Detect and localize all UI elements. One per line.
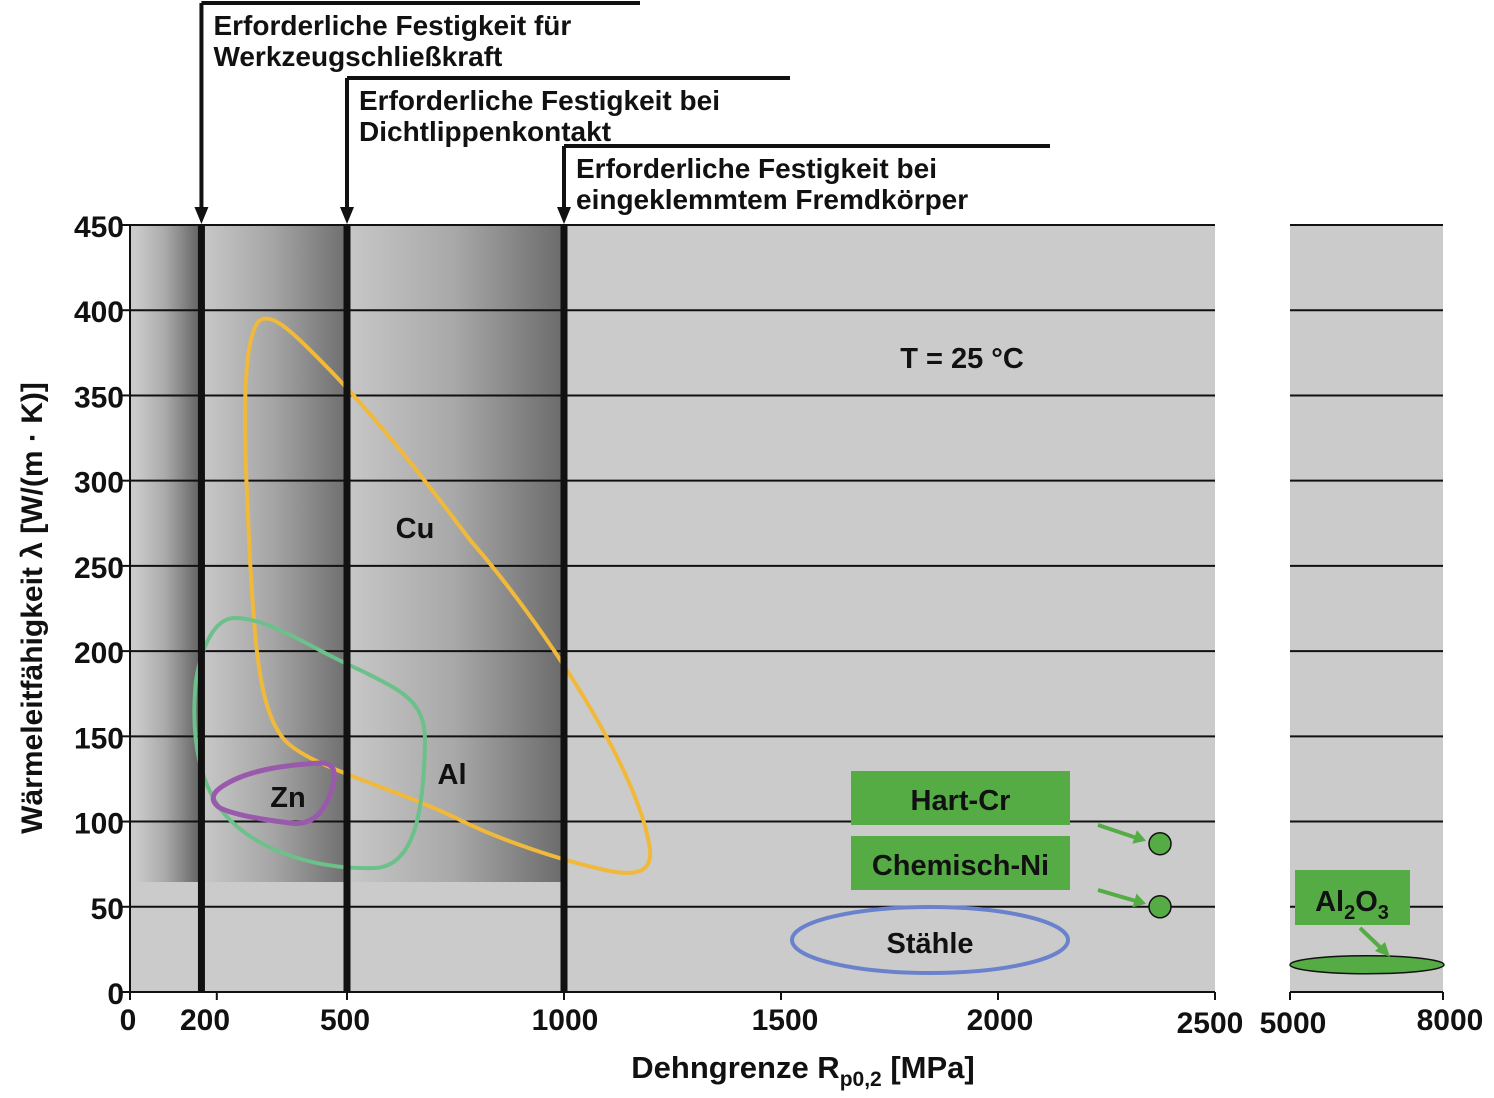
coating-arrow <box>1358 926 1385 952</box>
coating-label-box <box>1295 870 1410 925</box>
material-region-cu <box>243 316 653 875</box>
required-strength-label: Dichtlippenkontakt <box>359 116 611 147</box>
coating-label-box <box>851 771 1070 825</box>
markers <box>851 771 1445 975</box>
al2o3-part: O <box>1355 886 1378 918</box>
required-strength-label: Werkzeugschließkraft <box>213 41 502 72</box>
material-region-zn <box>210 760 337 826</box>
y-axis-title: Wärmeleitfähigkeit λ [W/(m · K)] <box>16 382 49 834</box>
strength-band-1 <box>136 225 202 882</box>
arrow-head <box>1132 830 1146 844</box>
arrow-head <box>340 207 354 224</box>
coating-label: Chemisch-Ni <box>872 850 1049 882</box>
y-tick-label: 150 <box>74 722 124 755</box>
coating-point <box>1148 831 1172 856</box>
x-tick-label: 1000 <box>532 1004 599 1037</box>
coating-point <box>1148 895 1172 919</box>
al2o3-sub: 2 <box>1344 902 1355 924</box>
arrow-head <box>1132 893 1146 908</box>
x-tick-label: 500 <box>320 1004 370 1037</box>
plot-area-right <box>1290 225 1443 992</box>
coating-label-box <box>851 836 1070 890</box>
y-tick-label: 400 <box>74 296 124 329</box>
x-tick-labels: 0 200 500 1000 1500 2000 2500 5000 8000 <box>120 1004 1484 1040</box>
x-tick-label: 8000 <box>1417 1004 1484 1037</box>
x-tick-label: 2000 <box>967 1004 1034 1037</box>
gridlines <box>122 224 1443 993</box>
required-strength-label: Erforderliche Festigkeit bei <box>359 85 720 116</box>
material-region-al <box>192 615 428 871</box>
arrow-head <box>194 207 209 224</box>
arrows <box>1097 823 1390 957</box>
material-label: Al <box>438 759 467 791</box>
coating-label-al2o3: Al2O3 <box>1315 886 1389 924</box>
material-label: Cu <box>396 513 435 545</box>
coating-label: Hart-Cr <box>911 785 1011 817</box>
strength-band-3 <box>345 225 565 882</box>
x-tick-label: 0 <box>120 1004 137 1037</box>
y-tick-label: 250 <box>74 552 124 585</box>
arrow-head <box>1375 942 1390 957</box>
y-tick-label: 200 <box>74 637 124 670</box>
coating-region-al2o3 <box>1289 954 1445 975</box>
x-tick-label: 5000 <box>1260 1007 1327 1040</box>
temperature-label: T = 25 °C <box>900 343 1024 375</box>
required-strength-label: Erforderliche Festigkeit für <box>213 10 571 41</box>
y-tick-label: 0 <box>107 978 124 1011</box>
y-tick-label: 300 <box>74 467 124 500</box>
al2o3-part: Al <box>1315 886 1344 918</box>
x-axis-title: Dehngrenze Rp0,2 [MPa] <box>631 1050 974 1091</box>
y-tick-label: 100 <box>74 808 124 841</box>
material-region-steel <box>790 905 1070 975</box>
strength-band-2 <box>202 225 345 882</box>
y-tick-label: 50 <box>91 893 124 926</box>
texts: Cu Al Zn Stähle T = 25 °C Hart-Cr Chemisch-Ni A… <box>16 343 1389 1091</box>
y-tick-labels: 0 50 100 150 200 250 300 350 400 450 <box>74 211 124 1011</box>
arrow-head <box>557 207 571 224</box>
material-label: Stähle <box>886 928 973 960</box>
annotations: Erforderliche Festigkeit fürWerkzeugschl… <box>194 1 1050 992</box>
required-strength-label: eingeklemmtem Fremdkörper <box>576 184 968 215</box>
x-tick-label: 2500 <box>1177 1007 1244 1040</box>
x-tick-marks <box>129 992 1444 1000</box>
al2o3-sub: 3 <box>1378 902 1389 924</box>
y-tick-label: 350 <box>74 381 124 414</box>
material-label: Zn <box>270 782 305 814</box>
x-tick-label: 1500 <box>752 1004 819 1037</box>
required-strength-label: Erforderliche Festigkeit bei <box>576 153 937 184</box>
x-tick-label: 200 <box>180 1004 230 1037</box>
y-tick-label: 450 <box>74 211 124 244</box>
